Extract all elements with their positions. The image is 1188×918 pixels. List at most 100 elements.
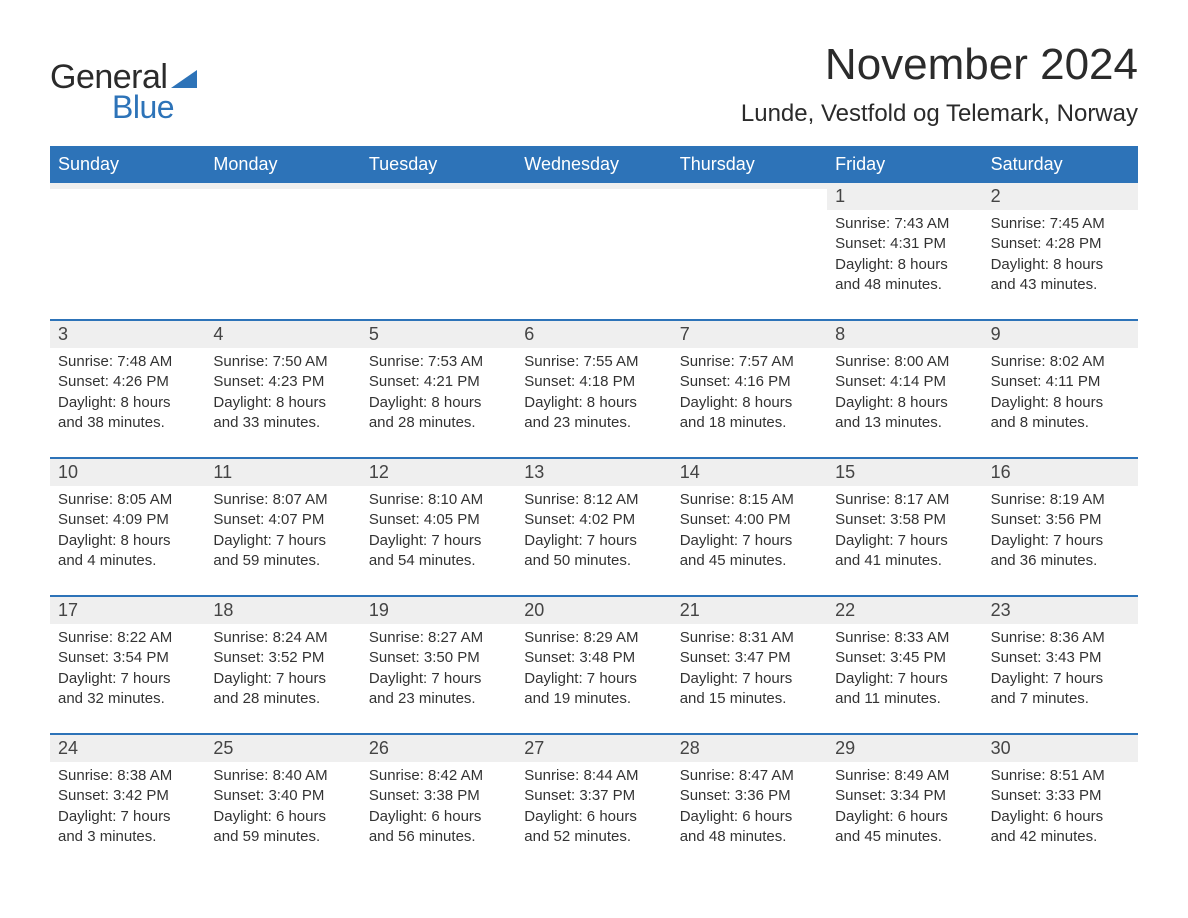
daylight-line2: and 52 minutes. (524, 827, 663, 847)
day-cell: 1Sunrise: 7:43 AMSunset: 4:31 PMDaylight… (827, 183, 982, 311)
daylight-line2: and 7 minutes. (991, 689, 1130, 709)
sunrise: Sunrise: 8:22 AM (58, 628, 197, 648)
sunset: Sunset: 3:37 PM (524, 786, 663, 806)
day-cell: 13Sunrise: 8:12 AMSunset: 4:02 PMDayligh… (516, 459, 671, 587)
day-data: Sunrise: 8:33 AMSunset: 3:45 PMDaylight:… (827, 624, 982, 715)
sunset: Sunset: 3:54 PM (58, 648, 197, 668)
daylight-line1: Daylight: 7 hours (369, 669, 508, 689)
day-number-row: 2 (983, 183, 1138, 210)
day-cell: 20Sunrise: 8:29 AMSunset: 3:48 PMDayligh… (516, 597, 671, 725)
day-number-row: 7 (672, 321, 827, 348)
sunset: Sunset: 3:36 PM (680, 786, 819, 806)
daylight-line1: Daylight: 6 hours (369, 807, 508, 827)
day-cell: 22 Sunrise: 8:33 AMSunset: 3:45 PMDayligh… (827, 597, 982, 725)
daylight-line2: and 4 minutes. (58, 551, 197, 571)
daylight-line1: Daylight: 8 hours (991, 393, 1130, 413)
sunset: Sunset: 3:34 PM (835, 786, 974, 806)
day-data: Sunrise: 8:00 AMSunset: 4:14 PMDaylight:… (827, 348, 982, 439)
day-cell (361, 183, 516, 311)
daylight-line2: and 45 minutes. (680, 551, 819, 571)
day-cell: 24Sunrise: 8:38 AMSunset: 3:42 PMDayligh… (50, 735, 205, 863)
daylight-line1: Daylight: 8 hours (213, 393, 352, 413)
weekday-header: Sunday (50, 146, 205, 183)
sunrise: Sunrise: 8:49 AM (835, 766, 974, 786)
sunset: Sunset: 4:14 PM (835, 372, 974, 392)
sunrise: Sunrise: 8:44 AM (524, 766, 663, 786)
day-cell: 16Sunrise: 8:19 AMSunset: 3:56 PMDayligh… (983, 459, 1138, 587)
day-number-row: 14 (672, 459, 827, 486)
weekday-header: Monday (205, 146, 360, 183)
day-data: Sunrise: 7:45 AMSunset: 4:28 PMDaylight:… (983, 210, 1138, 301)
day-number-row: 5 (361, 321, 516, 348)
day-number: 8 (835, 324, 845, 344)
daylight-line2: and 15 minutes. (680, 689, 819, 709)
day-number: 29 (835, 738, 855, 758)
day-data: Sunrise: 7:57 AMSunset: 4:16 PMDaylight:… (672, 348, 827, 439)
day-cell: 15Sunrise: 8:17 AMSunset: 3:58 PMDayligh… (827, 459, 982, 587)
sunset: Sunset: 3:42 PM (58, 786, 197, 806)
day-number: 13 (524, 462, 544, 482)
sunrise: Sunrise: 8:27 AM (369, 628, 508, 648)
sunrise: Sunrise: 7:50 AM (213, 352, 352, 372)
daylight-line2: and 13 minutes. (835, 413, 974, 433)
sunrise: Sunrise: 8:00 AM (835, 352, 974, 372)
daylight-line1: Daylight: 8 hours (369, 393, 508, 413)
day-number-row: 27 (516, 735, 671, 762)
day-data: Sunrise: 8:07 AMSunset: 4:07 PMDaylight:… (205, 486, 360, 577)
daylight-line1: Daylight: 7 hours (524, 531, 663, 551)
week-row: 10Sunrise: 8:05 AMSunset: 4:09 PMDayligh… (50, 457, 1138, 587)
day-number: 22 (835, 600, 855, 620)
day-number: 26 (369, 738, 389, 758)
daylight-line2: and 42 minutes. (991, 827, 1130, 847)
sunset: Sunset: 4:18 PM (524, 372, 663, 392)
calendar-page: General Blue November 2024 Lunde, Vestfo… (0, 0, 1188, 893)
day-number: 25 (213, 738, 233, 758)
day-number-row: 3 (50, 321, 205, 348)
week-row: 1Sunrise: 7:43 AMSunset: 4:31 PMDaylight… (50, 183, 1138, 311)
daylight-line1: Daylight: 6 hours (524, 807, 663, 827)
day-data: Sunrise: 8:51 AMSunset: 3:33 PMDaylight:… (983, 762, 1138, 853)
sunset: Sunset: 4:26 PM (58, 372, 197, 392)
daylight-line1: Daylight: 7 hours (680, 669, 819, 689)
day-cell (516, 183, 671, 311)
sunset: Sunset: 3:50 PM (369, 648, 508, 668)
day-data: Sunrise: 7:50 AMSunset: 4:23 PMDaylight:… (205, 348, 360, 439)
day-number-row (672, 183, 827, 189)
daylight-line2: and 54 minutes. (369, 551, 508, 571)
day-number-row: 22 (827, 597, 982, 624)
day-number: 1 (835, 186, 845, 206)
daylight-line2: and 36 minutes. (991, 551, 1130, 571)
weekday-header: Saturday (983, 146, 1138, 183)
daylight-line2: and 28 minutes. (369, 413, 508, 433)
day-number: 4 (213, 324, 223, 344)
day-cell: 11 Sunrise: 8:07 AMSunset: 4:07 PMDayligh… (205, 459, 360, 587)
daylight-line1: Daylight: 7 hours (991, 531, 1130, 551)
day-cell: 8 Sunrise: 8:00 AMSunset: 4:14 PMDaylight… (827, 321, 982, 449)
day-data: Sunrise: 8:29 AMSunset: 3:48 PMDaylight:… (516, 624, 671, 715)
day-number-row: 30 (983, 735, 1138, 762)
sunset: Sunset: 4:00 PM (680, 510, 819, 530)
day-cell: 6Sunrise: 7:55 AMSunset: 4:18 PMDaylight… (516, 321, 671, 449)
day-data: Sunrise: 8:22 AMSunset: 3:54 PMDaylight:… (50, 624, 205, 715)
day-data: Sunrise: 7:48 AMSunset: 4:26 PMDaylight:… (50, 348, 205, 439)
day-cell: 17Sunrise: 8:22 AMSunset: 3:54 PMDayligh… (50, 597, 205, 725)
day-number-row: 4 (205, 321, 360, 348)
sunrise: Sunrise: 7:48 AM (58, 352, 197, 372)
sunrise: Sunrise: 7:57 AM (680, 352, 819, 372)
day-number-row: 18 (205, 597, 360, 624)
sunrise: Sunrise: 7:45 AM (991, 214, 1130, 234)
day-cell: 28Sunrise: 8:47 AMSunset: 3:36 PMDayligh… (672, 735, 827, 863)
day-number-row (516, 183, 671, 189)
sunrise: Sunrise: 8:24 AM (213, 628, 352, 648)
day-number-row (205, 183, 360, 189)
sunrise: Sunrise: 8:31 AM (680, 628, 819, 648)
day-number-row: 9 (983, 321, 1138, 348)
day-number: 28 (680, 738, 700, 758)
day-number: 11 (213, 462, 232, 482)
sunset: Sunset: 4:21 PM (369, 372, 508, 392)
day-cell (50, 183, 205, 311)
day-data: Sunrise: 8:05 AMSunset: 4:09 PMDaylight:… (50, 486, 205, 577)
day-cell: 5Sunrise: 7:53 AMSunset: 4:21 PMDaylight… (361, 321, 516, 449)
day-number-row: 21 (672, 597, 827, 624)
daylight-line1: Daylight: 7 hours (58, 669, 197, 689)
